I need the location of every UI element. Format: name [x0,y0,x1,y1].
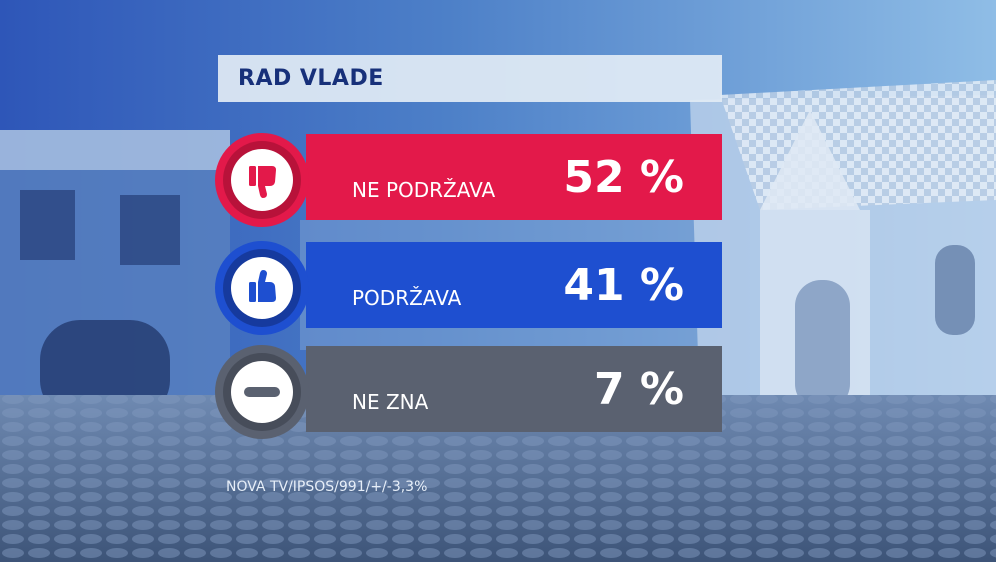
bar-label-podrzava: PODRŽAVA [352,286,462,310]
minus-icon [215,345,309,439]
bar-podrzava [306,242,722,328]
thumbs-up-icon [215,241,309,335]
chart-title: RAD VLADE [238,66,384,91]
bar-row-ne-zna: NE ZNA 7 % [214,344,724,439]
bar-ne-podrzava [306,134,722,220]
bar-label-ne-zna: NE ZNA [352,390,429,414]
chart-title-box: RAD VLADE [218,55,722,102]
bar-value-ne-zna: 7 % [593,364,684,415]
bar-ne-zna [306,346,722,432]
source-note: NOVA TV/IPSOS/991/+/-3,3% [226,479,428,495]
bar-value-podrzava: 41 % [563,260,684,311]
bar-label-ne-podrzava: NE PODRŽAVA [352,178,496,202]
bar-row-podrzava: PODRŽAVA 41 % [214,240,724,335]
bar-value-ne-podrzava: 52 % [563,152,684,203]
bar-row-ne-podrzava: NE PODRŽAVA 52 % [214,132,724,227]
thumbs-down-icon [215,133,309,227]
